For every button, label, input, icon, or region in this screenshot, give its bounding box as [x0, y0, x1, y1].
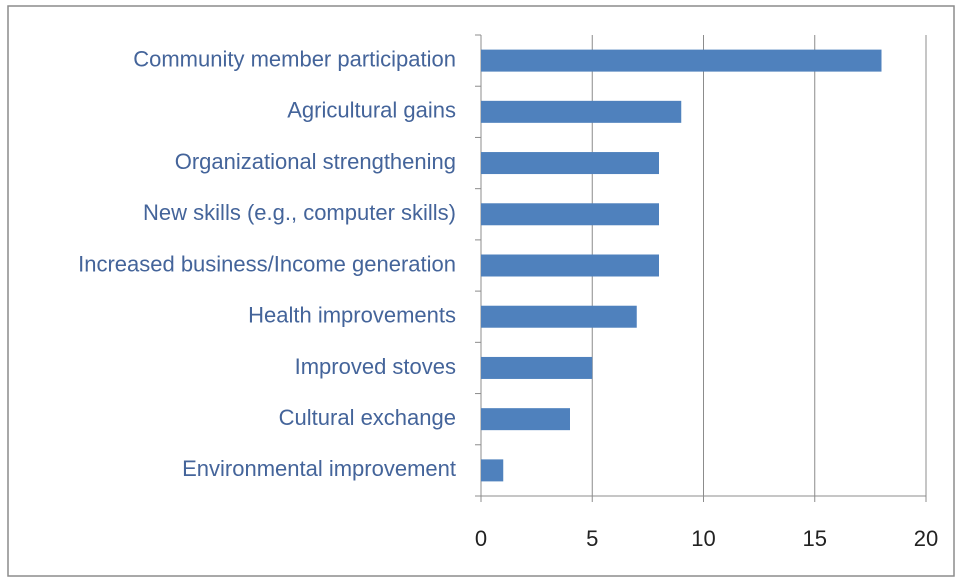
y-tick-label: Agricultural gains: [287, 98, 456, 123]
bar: [481, 152, 659, 175]
bar: [481, 254, 659, 277]
x-tick-label: 5: [586, 526, 598, 551]
y-tick-label: Increased business/Income generation: [78, 251, 456, 276]
bar: [481, 459, 504, 482]
bar: [481, 203, 659, 226]
bar: [481, 49, 882, 72]
y-tick-label: Community member participation: [133, 46, 456, 71]
bar: [481, 408, 570, 431]
x-tick-label: 15: [803, 526, 827, 551]
y-tick-label: Environmental improvement: [182, 456, 456, 481]
x-tick-label: 20: [914, 526, 938, 551]
y-tick-label: Cultural exchange: [279, 405, 456, 430]
y-tick-label: Health improvements: [248, 303, 456, 328]
bar: [481, 356, 593, 379]
y-tick-label: Organizational strengthening: [175, 149, 456, 174]
y-tick-label: Improved stoves: [295, 354, 456, 379]
x-tick-label: 0: [475, 526, 487, 551]
bar: [481, 100, 682, 123]
bar: [481, 305, 637, 328]
y-tick-label: New skills (e.g., computer skills): [143, 200, 456, 225]
x-tick-label: 10: [691, 526, 715, 551]
